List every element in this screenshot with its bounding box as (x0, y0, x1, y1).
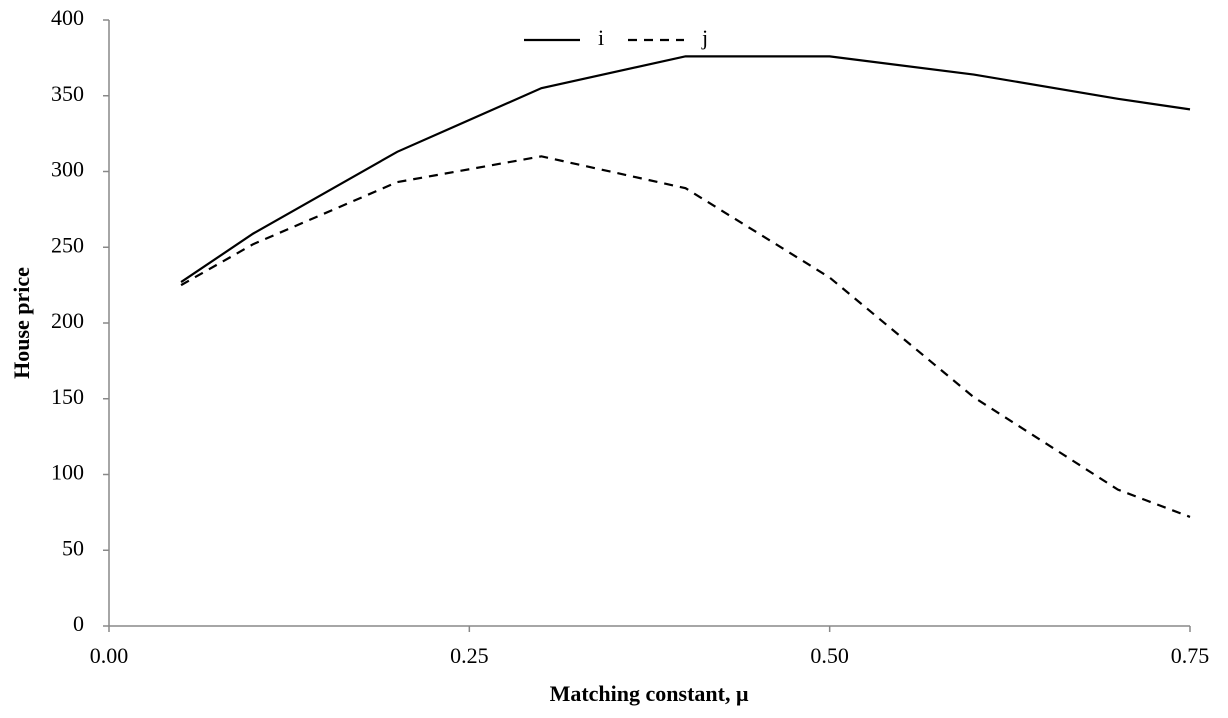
y-tick-label: 350 (51, 81, 84, 106)
x-tick-label: 0.50 (810, 643, 849, 668)
legend-label: j (701, 25, 708, 50)
x-tick-label: 0.00 (90, 643, 129, 668)
y-axis-title: House price (9, 267, 34, 379)
y-tick-label: 300 (51, 157, 84, 182)
legend-label: i (598, 25, 604, 50)
y-tick-label: 400 (51, 5, 84, 30)
y-tick-label: 50 (62, 535, 84, 560)
x-tick-label: 0.75 (1171, 643, 1210, 668)
y-tick-label: 150 (51, 384, 84, 409)
series-line (180, 155, 1191, 518)
x-axis-title: Matching constant, μ (550, 681, 749, 706)
x-tick-label: 0.25 (450, 643, 489, 668)
y-tick-label: 200 (51, 308, 84, 333)
y-tick-label: 0 (73, 611, 84, 636)
y-tick-label: 250 (51, 232, 84, 257)
y-tick-label: 100 (51, 460, 84, 485)
series-line (180, 55, 1191, 284)
